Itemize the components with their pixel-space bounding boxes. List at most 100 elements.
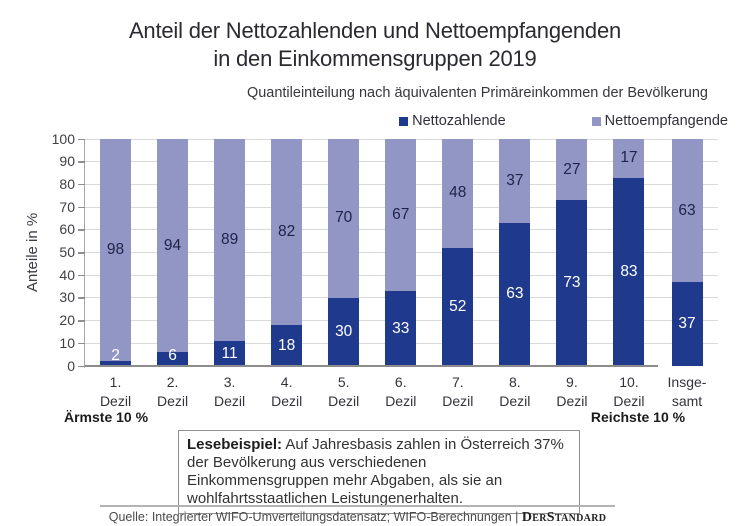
y-axis-tick	[78, 206, 85, 209]
legend-item-nettoempfangende: Nettoempfangende	[591, 113, 728, 129]
bar-value-nettoempfangende: 37	[506, 171, 524, 189]
bar-value-nettozahlende: 52	[449, 297, 467, 315]
bar-segment-nettoempfangende	[214, 139, 246, 342]
bar-segment-nettozahlende	[442, 247, 474, 366]
bar-segment-nettozahlende	[385, 291, 417, 366]
y-axis-tick-label: 60	[59, 221, 75, 238]
bar-value-nettozahlende: 37	[678, 315, 696, 332]
reading-example-text: Auf Jahresbasis zahlen in Österreich 37%…	[187, 436, 564, 507]
reading-example-box: Lesebeispiel: Auf Jahresbasis zahlen in …	[178, 430, 580, 514]
bar-segment-nettoempfangende	[499, 139, 531, 223]
chart-title: Anteil der Nettozahlenden und Nettoempfa…	[0, 17, 750, 73]
bar-segment-nettoempfangende	[556, 139, 588, 201]
bar-value-nettoempfangende: 94	[163, 236, 182, 254]
x-axis-category-label: 1. Dezil	[99, 374, 132, 409]
bar-segment-nettoempfangende	[442, 139, 474, 248]
legend: Nettozahlende Nettoempfangende	[399, 113, 728, 129]
bar-segment-nettoempfangende	[271, 139, 303, 326]
y-axis-tick	[78, 320, 85, 322]
bar-value-nettozahlende: 63	[506, 285, 524, 303]
bar-value-nettoempfangende: 67	[392, 206, 410, 224]
chart-title-line1: Anteil der Nettozahlenden und Nettoempfa…	[128, 18, 622, 43]
x-axis-category-label: 10. Dezil	[613, 374, 645, 409]
legend-item-nettozahlende: Nettozahlende	[399, 113, 506, 129]
y-axis-tick-label: 0	[67, 357, 75, 374]
brand-logo: DerStandard	[521, 510, 607, 525]
x-axis-category-label: Insge-samt	[667, 374, 707, 409]
reading-example-label: Lesebeispiel:	[187, 436, 283, 453]
y-axis-tick-label: 40	[59, 266, 75, 283]
x-axis-category-label: 9. Dezil	[556, 374, 588, 409]
y-axis-tick	[78, 365, 85, 367]
y-axis-tick	[78, 342, 85, 345]
annotation-poorest: Ärmste 10 %	[64, 409, 149, 425]
bar-value-nettozahlende: 6	[168, 347, 177, 364]
chart-subtitle: Quantileinteilung nach äquivalenten Prim…	[246, 85, 708, 101]
x-axis-category-label: 3. Dezil	[214, 374, 246, 409]
bar-segment-nettozahlende	[671, 282, 703, 366]
bar-value-nettozahlende: 18	[278, 336, 296, 354]
y-axis-tick	[78, 274, 85, 277]
annotation-richest: Reichste 10 %	[590, 409, 686, 425]
bar-value-nettoempfangende: 89	[220, 231, 239, 248]
x-axis-line	[85, 365, 658, 367]
source-text: Quelle: Integrierter WIFO-Umverteilungsd…	[108, 510, 522, 524]
y-axis-tick-label: 30	[59, 289, 75, 306]
y-axis-tick	[78, 297, 85, 299]
bar-value-nettoempfangende: 27	[563, 160, 581, 178]
source-line: Quelle: Integrierter WIFO-Umverteilungsd…	[100, 505, 615, 526]
y-axis-tick-label: 50	[59, 244, 75, 260]
bar-value-nettozahlende: 2	[111, 347, 120, 364]
bar-segment-nettozahlende	[613, 177, 645, 366]
bar-segment-nettoempfangende	[613, 139, 645, 178]
chart-title-line2: in den Einkommensgruppen 2019	[213, 46, 537, 71]
y-axis-tick-label: 80	[59, 175, 75, 192]
legend-label-nettozahlende: Nettozahlende	[412, 113, 506, 129]
bar-value-nettozahlende: 83	[620, 262, 638, 280]
y-axis-tick-label: 20	[59, 312, 75, 329]
bar-segment-nettozahlende	[100, 361, 131, 366]
bar-value-nettoempfangende: 70	[335, 209, 353, 227]
bar-value-nettozahlende: 73	[563, 274, 581, 292]
x-axis-category-label: 8. Dezil	[499, 374, 531, 409]
legend-swatch-nettozahlende-icon	[399, 116, 409, 126]
bar-segment-nettoempfangende	[385, 139, 417, 292]
legend-swatch-nettoempfangende-icon	[591, 116, 601, 126]
bar-value-nettozahlende: 11	[221, 344, 238, 362]
y-axis-tick-label: 90	[59, 153, 75, 170]
bar-segment-nettozahlende	[271, 325, 303, 366]
bar-value-nettozahlende: 30	[335, 322, 353, 340]
y-axis-tick	[78, 183, 85, 186]
x-axis-category-label: 5. Dezil	[328, 374, 360, 409]
bar-value-nettoempfangende: 82	[278, 223, 296, 241]
bar-segment-nettozahlende	[328, 297, 360, 366]
y-axis-line	[84, 139, 85, 368]
y-axis-tick-label: 100	[51, 130, 75, 147]
bar-value-nettoempfangende: 63	[678, 201, 696, 219]
y-axis-tick	[78, 252, 85, 254]
bar-value-nettoempfangende: 17	[620, 149, 638, 167]
x-axis-category-label: 6. Dezil	[385, 374, 417, 409]
legend-label-nettoempfangende: Nettoempfangende	[604, 113, 728, 129]
x-axis-category-label: 2. Dezil	[156, 374, 189, 409]
bar-segment-nettoempfangende	[328, 139, 360, 298]
bar-segment-nettozahlende	[556, 200, 588, 366]
bar-segment-nettoempfangende	[100, 139, 131, 362]
y-axis-tick-label: 70	[59, 198, 75, 215]
y-axis-tick-label: 10	[59, 334, 75, 351]
y-axis-tick	[78, 229, 85, 231]
x-axis-category-label: 7. Dezil	[442, 374, 474, 409]
plot-area: 0 10 20 30 40 50 60 70 80 90 100 2 98 1. Dezil 6 94 2. Dez…	[52, 131, 718, 409]
bar-segment-nettoempfangende	[157, 139, 189, 353]
bar-value-nettozahlende: 33	[392, 319, 410, 337]
y-axis-tick	[78, 161, 85, 163]
bar-value-nettoempfangende: 48	[449, 184, 467, 202]
x-axis-category-label: 4. Dezil	[271, 374, 303, 409]
bar-segment-nettoempfangende	[671, 139, 703, 282]
bar-segment-nettozahlende	[499, 222, 531, 366]
bar-value-nettoempfangende: 98	[106, 241, 125, 259]
y-axis-tick	[78, 138, 85, 140]
bar-segment-nettozahlende	[214, 341, 246, 366]
bar-segment-nettozahlende	[157, 352, 189, 366]
